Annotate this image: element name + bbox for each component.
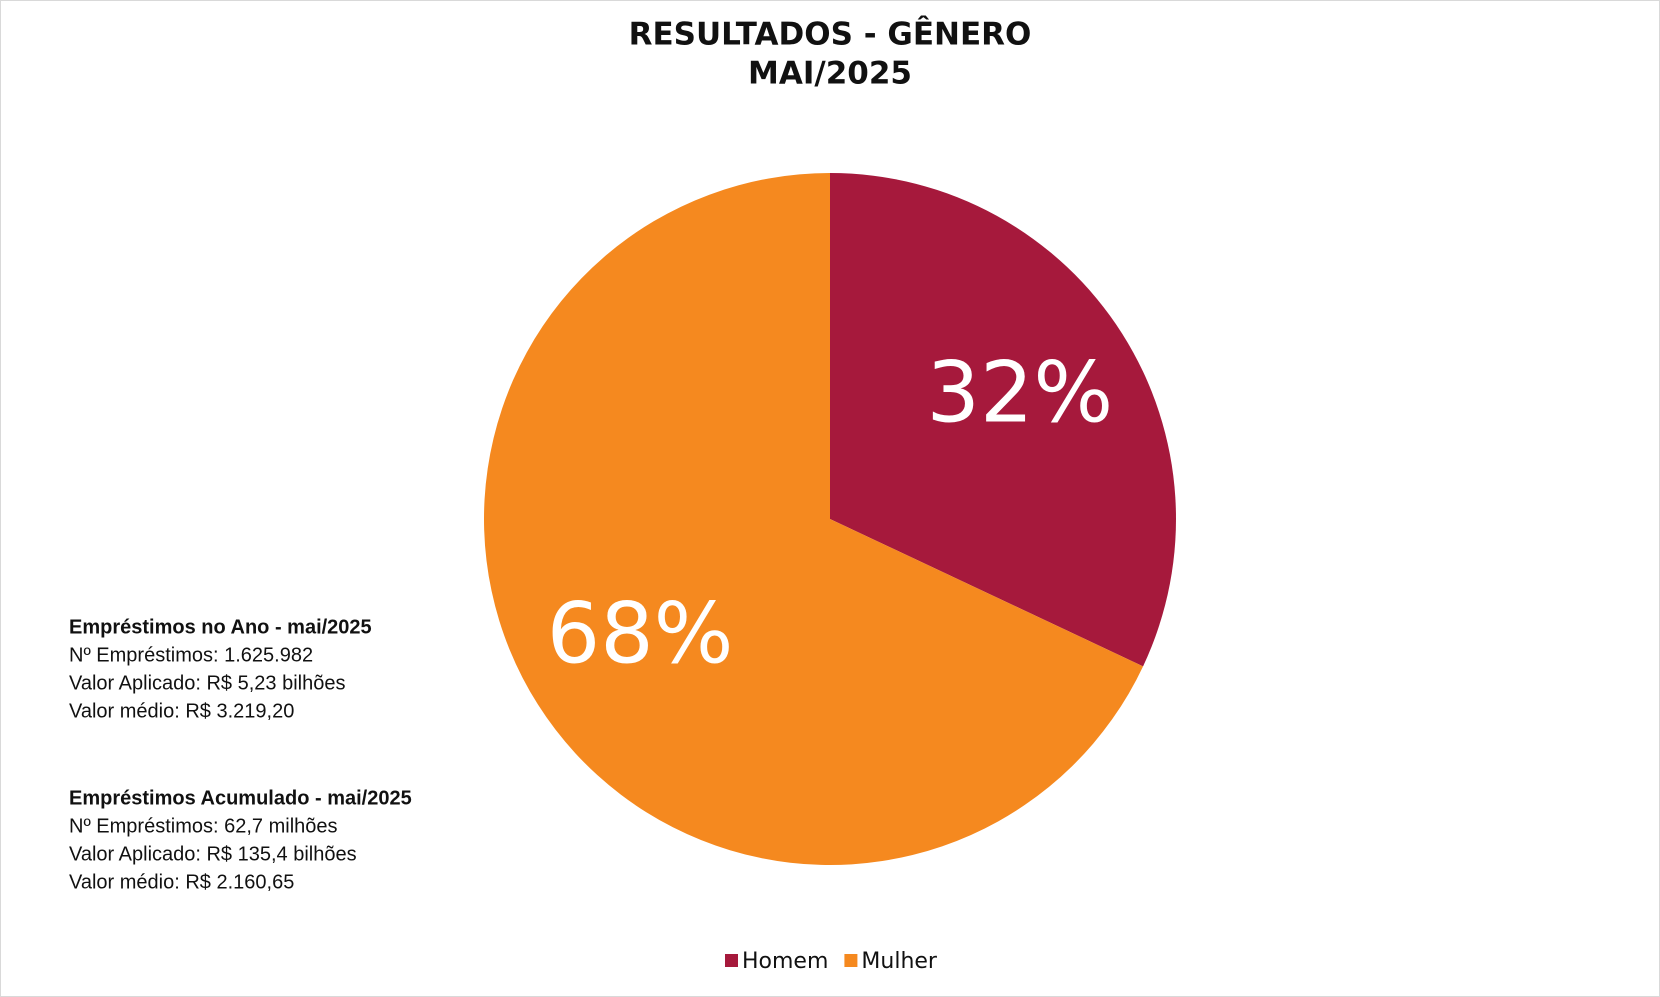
note-line: Valor Aplicado: R$ 135,4 bilhões <box>69 843 357 865</box>
note-heading: Empréstimos Acumulado - mai/2025 <box>69 787 412 809</box>
note-line: Valor médio: R$ 3.219,20 <box>69 700 294 722</box>
note-line: Nº Empréstimos: 62,7 milhões <box>69 815 338 837</box>
data-label: 32% <box>927 343 1114 441</box>
note-heading: Empréstimos no Ano - mai/2025 <box>69 616 372 638</box>
pie-slice <box>830 173 1176 667</box>
chart-title: RESULTADOS - GÊNERO <box>629 17 1032 53</box>
legend-swatch <box>725 954 738 967</box>
data-label: 68% <box>547 584 734 682</box>
chart-subtitle: MAI/2025 <box>748 56 912 92</box>
note-line: Nº Empréstimos: 1.625.982 <box>69 644 313 666</box>
note-line: Valor médio: R$ 2.160,65 <box>69 871 294 893</box>
legend-label: Homem <box>742 949 828 974</box>
note-line: Valor Aplicado: R$ 5,23 bilhões <box>69 672 345 694</box>
pie-slice <box>483 173 1144 865</box>
legend-label: Mulher <box>861 949 938 974</box>
legend-swatch <box>844 954 858 967</box>
